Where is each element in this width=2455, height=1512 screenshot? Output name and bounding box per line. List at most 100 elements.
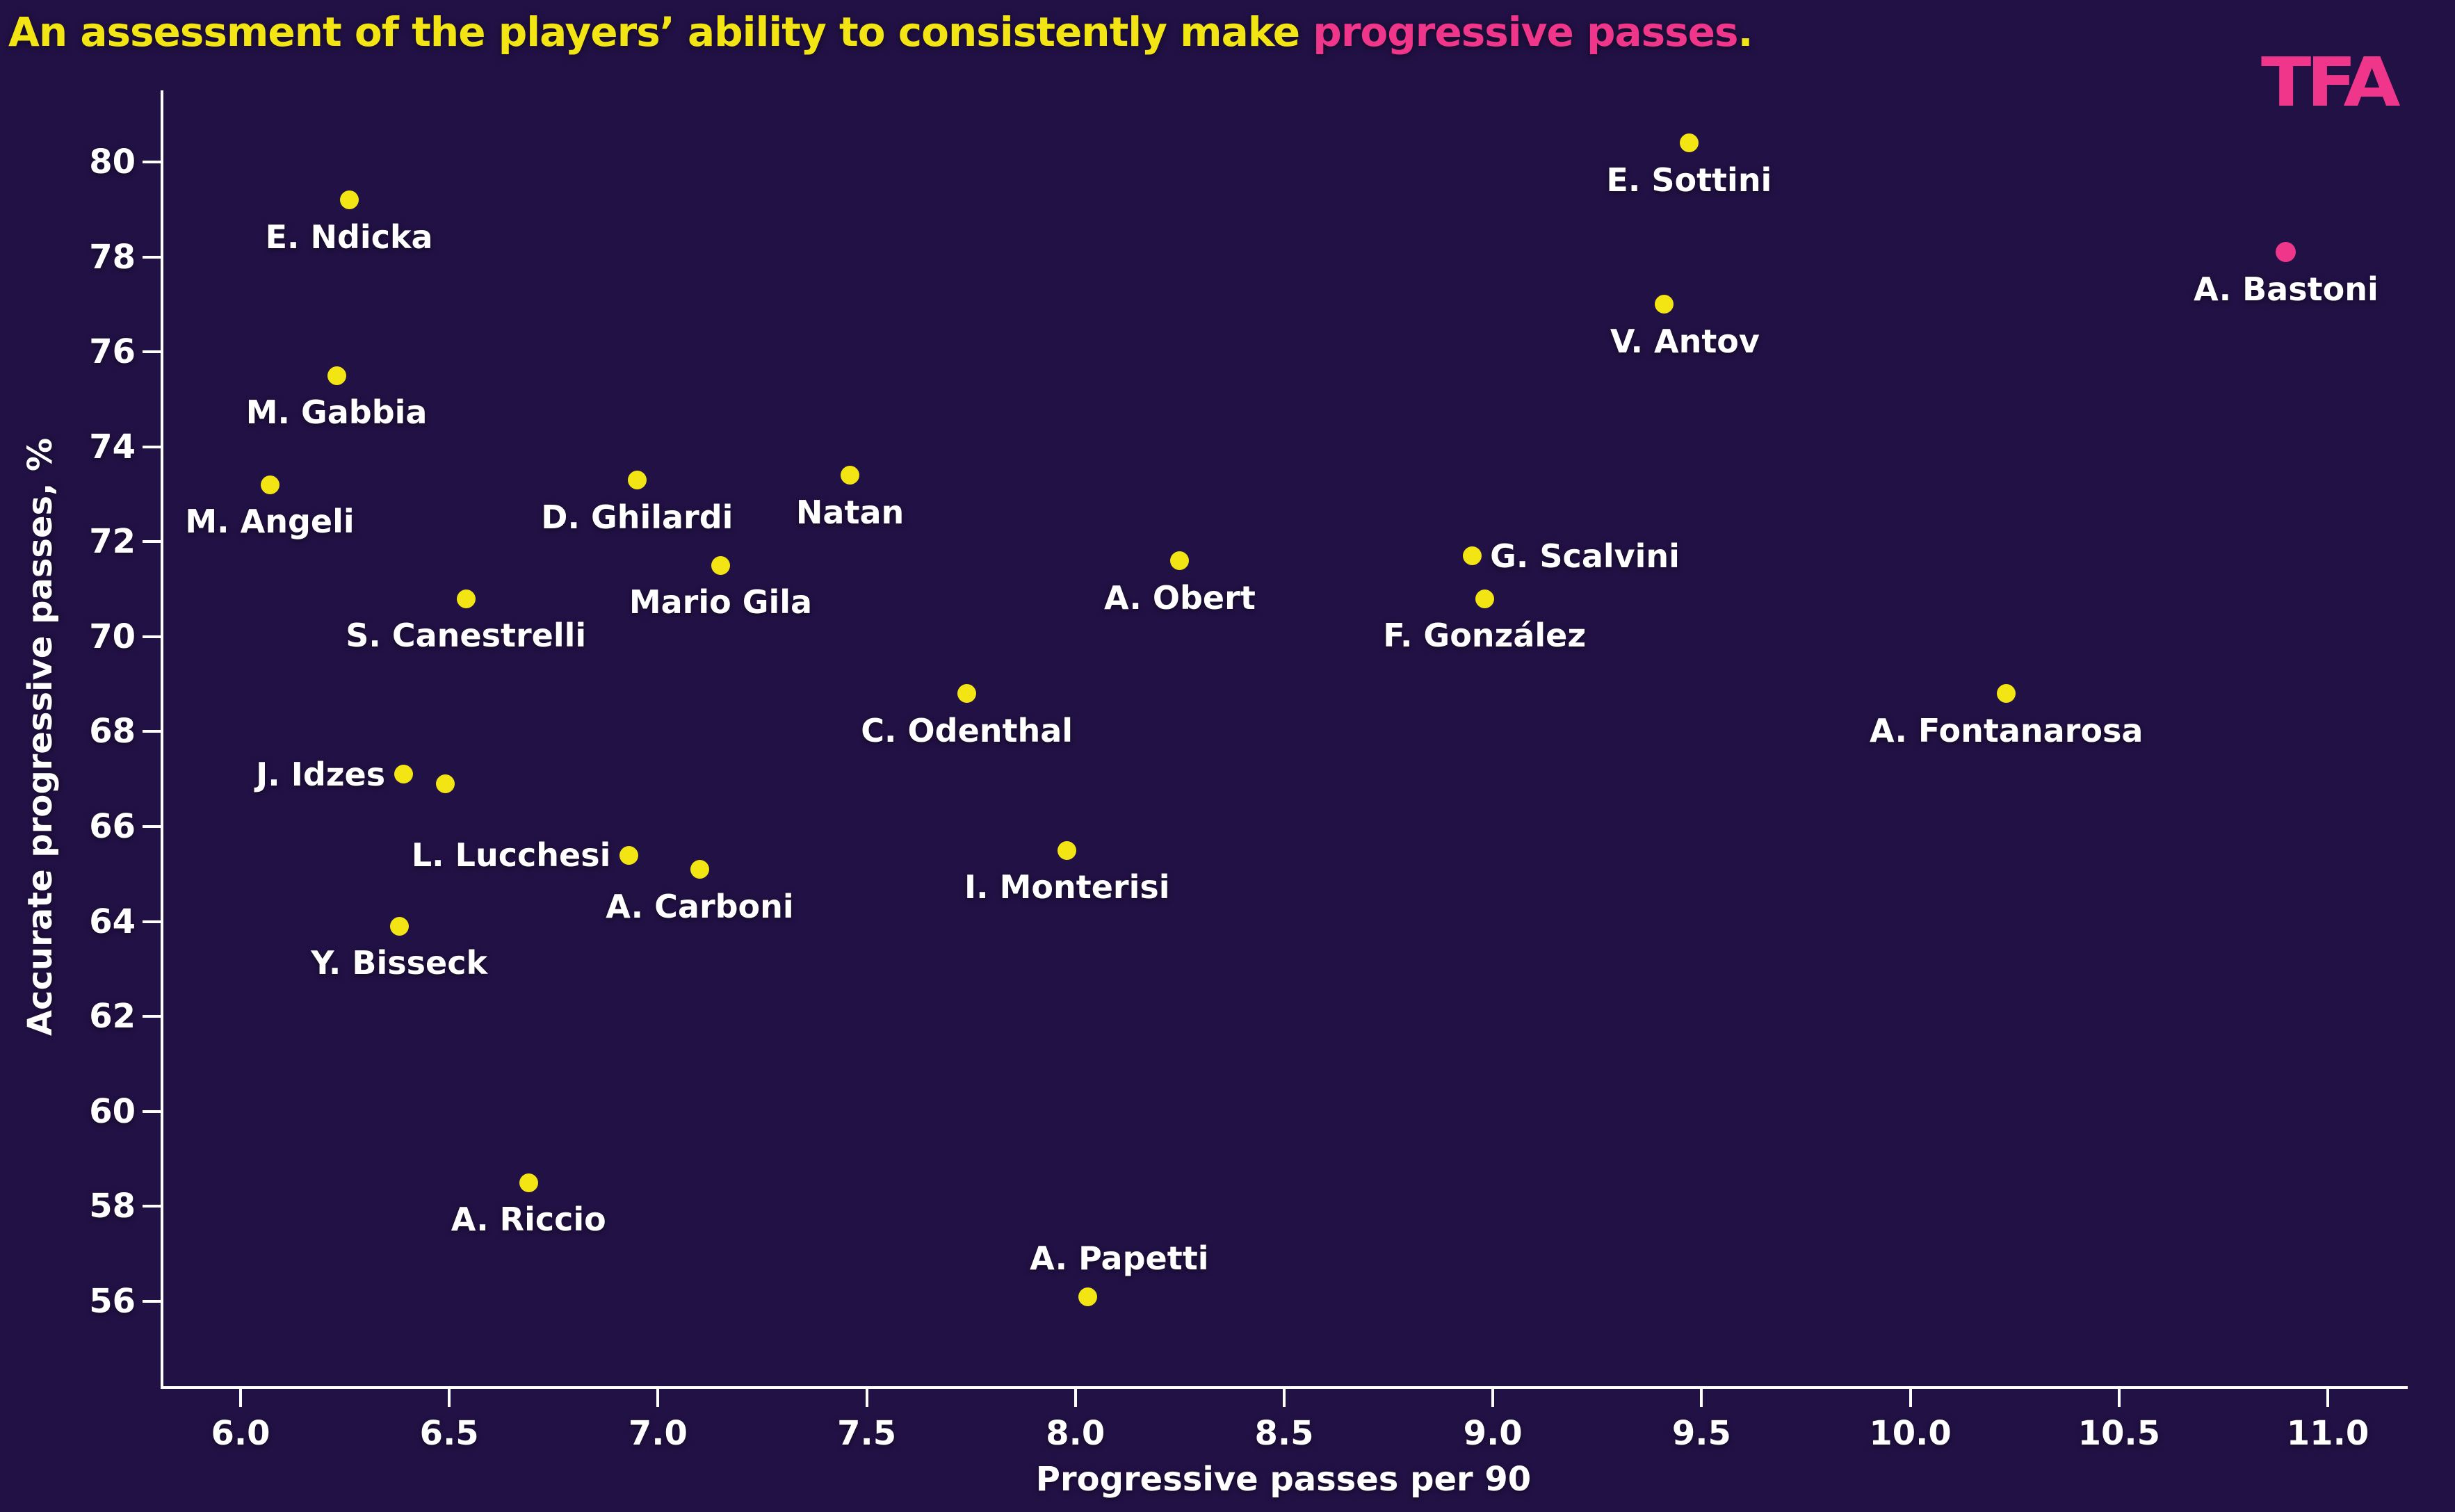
- y-tick-label: 76: [89, 332, 136, 372]
- x-tick-mark: [239, 1389, 242, 1407]
- data-point-dot: [389, 916, 409, 936]
- x-tick-label: 8.5: [1254, 1414, 1314, 1453]
- x-tick-mark: [656, 1389, 660, 1407]
- x-tick-mark: [2326, 1389, 2329, 1407]
- x-axis-title: Progressive passes per 90: [1035, 1460, 1532, 1499]
- data-point-label: M. Angeli: [185, 503, 355, 541]
- y-tick-mark: [143, 350, 161, 354]
- y-tick-label: 78: [89, 237, 136, 277]
- data-point-dot: [1654, 295, 1674, 314]
- x-tick-mark: [865, 1389, 868, 1407]
- y-tick-mark: [143, 1109, 161, 1113]
- y-tick-mark: [143, 1205, 161, 1208]
- data-point-label: L. Lucchesi: [411, 836, 611, 875]
- y-tick-mark: [143, 255, 161, 259]
- data-point-label: A. Fontanarosa: [1869, 711, 2144, 749]
- y-tick-mark: [143, 1015, 161, 1018]
- data-point-dot: [519, 1173, 538, 1192]
- y-tick-label: 64: [89, 902, 136, 941]
- data-point-label: A. Papetti: [1030, 1239, 1209, 1278]
- data-point-dot: [456, 589, 476, 608]
- chart-title-suffix: .: [1737, 8, 1753, 56]
- data-point-dot: [1679, 133, 1699, 153]
- y-tick-label: 66: [89, 807, 136, 847]
- x-tick-label: 7.5: [837, 1414, 897, 1453]
- data-point-dot: [619, 845, 638, 865]
- data-point-label: G. Scalvini: [1490, 537, 1680, 575]
- data-point-dot: [957, 684, 977, 704]
- data-point-label: E. Sottini: [1606, 161, 1772, 199]
- data-point-label: D. Ghilardi: [541, 498, 734, 536]
- x-axis-line: [161, 1386, 2408, 1389]
- data-point-dot: [841, 466, 860, 485]
- y-tick-mark: [143, 161, 161, 163]
- data-point-dot: [1475, 589, 1494, 608]
- data-point-dot: [394, 765, 413, 784]
- y-tick-label: 62: [89, 997, 136, 1037]
- x-tick-label: 10.0: [1869, 1414, 1952, 1453]
- data-point-label: I. Monterisi: [964, 868, 1170, 907]
- x-tick-mark: [448, 1389, 451, 1407]
- x-tick-label: 9.5: [1671, 1414, 1731, 1453]
- y-tick-label: 68: [89, 712, 136, 751]
- x-tick-mark: [1700, 1389, 1703, 1407]
- y-tick-label: 80: [89, 143, 136, 181]
- y-tick-mark: [143, 1299, 161, 1303]
- y-axis-line: [161, 90, 163, 1389]
- x-tick-label: 8.0: [1046, 1414, 1105, 1453]
- y-tick-mark: [143, 540, 161, 544]
- data-point-label: A. Bastoni: [2194, 270, 2379, 308]
- y-tick-mark: [143, 445, 161, 448]
- x-tick-mark: [1491, 1389, 1495, 1407]
- y-tick-label: 74: [89, 427, 136, 466]
- x-tick-label: 6.5: [419, 1414, 479, 1453]
- x-tick-mark: [1073, 1389, 1077, 1407]
- data-point-label: A. Riccio: [451, 1201, 606, 1239]
- x-tick-label: 7.0: [628, 1414, 688, 1453]
- x-tick-label: 10.5: [2077, 1414, 2161, 1453]
- data-point-label: F. González: [1383, 617, 1587, 655]
- y-tick-label: 72: [89, 522, 136, 562]
- chart-title-highlight: progressive passes: [1313, 8, 1738, 56]
- data-point-label: E. Ndicka: [265, 218, 433, 256]
- y-tick-label: 56: [89, 1281, 136, 1321]
- data-point-label: A. Carboni: [606, 887, 794, 925]
- x-tick-label: 11.0: [2286, 1414, 2369, 1453]
- data-point-dot: [2276, 242, 2296, 263]
- y-tick-mark: [143, 730, 161, 733]
- data-point-dot: [690, 860, 709, 879]
- data-point-dot: [327, 366, 346, 385]
- y-tick-mark: [143, 635, 161, 638]
- x-tick-label: 9.0: [1463, 1414, 1523, 1453]
- chart-title: An assessment of the players’ ability to…: [8, 8, 1753, 56]
- data-point-dot: [435, 774, 455, 794]
- y-tick-label: 60: [89, 1091, 136, 1131]
- data-point-dot: [1058, 840, 1077, 860]
- data-point-label: S. Canestrelli: [346, 617, 587, 655]
- x-tick-label: 6.0: [211, 1414, 270, 1453]
- y-tick-mark: [143, 920, 161, 923]
- y-tick-mark: [143, 825, 161, 829]
- data-point-label: V. Antov: [1610, 322, 1760, 360]
- data-point-label: A. Obert: [1103, 578, 1256, 617]
- x-tick-mark: [1283, 1389, 1286, 1407]
- y-tick-label: 70: [89, 617, 136, 656]
- x-tick-mark: [2117, 1389, 2121, 1407]
- data-point-label: Y. Bisseck: [311, 944, 488, 982]
- chart-title-part1: An assessment of the players’ ability to…: [8, 8, 1313, 56]
- data-point-dot: [1462, 546, 1482, 566]
- data-point-label: Mario Gila: [629, 583, 813, 621]
- data-point-dot: [1078, 1287, 1098, 1306]
- data-point-label: C. Odenthal: [861, 711, 1073, 749]
- tfa-logo: TFA: [2261, 42, 2401, 122]
- data-point-label: Natan: [795, 493, 905, 531]
- x-tick-mark: [1909, 1389, 1912, 1407]
- data-point-dot: [1170, 551, 1190, 571]
- data-point-label: J. Idzes: [256, 755, 386, 793]
- data-point-dot: [339, 190, 359, 210]
- data-point-dot: [1997, 684, 2016, 704]
- data-point-dot: [260, 475, 279, 494]
- y-tick-label: 58: [89, 1187, 136, 1226]
- data-point-dot: [711, 555, 730, 575]
